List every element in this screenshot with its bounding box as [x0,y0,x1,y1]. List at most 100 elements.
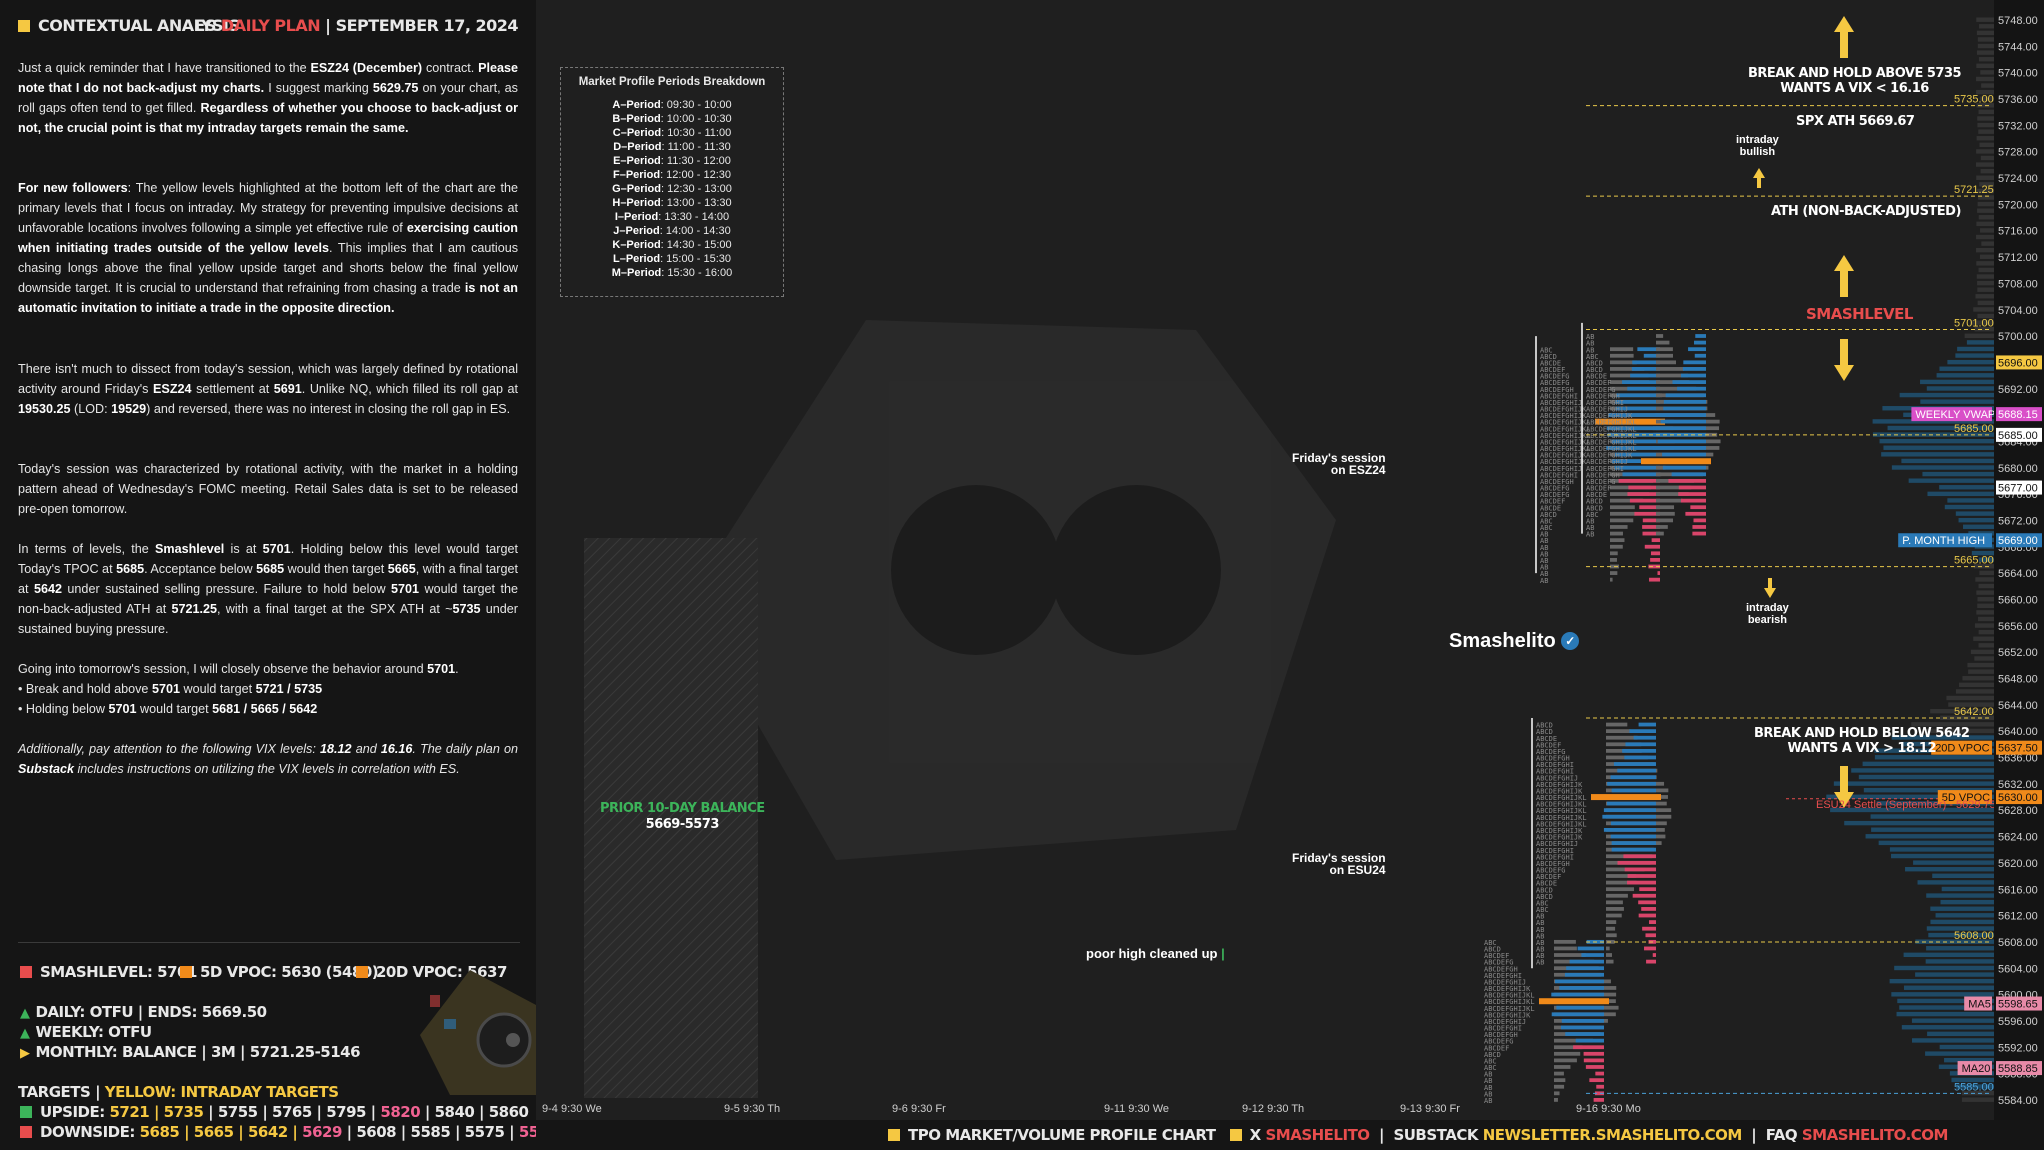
period-row: E–Period: 11:30 - 12:00 [613,155,731,167]
axis-tick-label: 5732.00 [1998,120,2038,132]
volume-bar [1645,933,1656,938]
volume-bar [1652,953,1656,957]
axis-tick-label: 5644.00 [1998,700,2038,712]
volume-bar [1976,274,1994,279]
tpo-letters: ABCDEFGH [1484,1031,1518,1039]
axis-price-tag [1996,407,2042,422]
tpo-letters: ABCDEFG [1484,959,1514,967]
volume-bar [1964,333,1994,338]
volume-bar [1624,867,1656,872]
volume-bar [1887,425,1994,431]
tpo-letters: ABCDE [1540,359,1561,367]
volume-bar [1891,853,1994,859]
volume-bar [1694,353,1706,358]
axis-price-tag [1996,533,2042,548]
volume-bar [1632,360,1660,365]
paragraph-vix: Additionally, pay attention to the follo… [18,742,519,776]
axis-tick-label: 5728.00 [1998,147,2038,159]
tpo-letters: ABCDEFGH [1536,755,1570,763]
tpo-letters: ABCDEF [1586,485,1611,493]
tpo-letters: ABCDEFGH [1536,860,1570,868]
volume-bar [1650,551,1660,556]
period-row: A–Period: 09:30 - 10:00 [612,99,732,111]
tpo-letters: ABCDEFGHIJKL [1586,432,1637,440]
volume-bar [1976,610,1994,615]
tpo-bar [1656,360,1676,365]
tpo-bar [1656,511,1675,516]
volume-bar [1978,616,1994,622]
tpo-bar [1610,571,1618,575]
volume-bar [1593,1098,1604,1102]
tpo-letters: ABCDEF [1536,873,1561,881]
tpo-letters: ABCDEFG [1536,867,1566,875]
volume-bar [1596,1084,1604,1089]
tpo-letters: ABC [1540,346,1553,354]
volume-bar [1974,656,1994,661]
tpo-bar [1554,1051,1581,1056]
volume-bar [1642,518,1660,523]
bullet-hold-below: • Holding below 5701 would target 5681 /… [18,702,318,716]
x-tick-label: 9-11 9:30 We [1104,1103,1169,1115]
volume-bar [1976,63,1994,68]
volume-bar [1883,445,1994,450]
x-tick-label: 9-4 9:30 We [542,1103,602,1115]
volume-bar [1871,827,1994,832]
substack-link[interactable]: NEWSLETTER.SMASHELITO.COM [1482,1126,1743,1144]
volume-bar [1976,234,1994,240]
volume-bar [1941,886,1994,892]
volume-bar [1976,149,1994,154]
tpo-letters: AB [1484,1077,1492,1085]
volume-profile-histogram [1826,17,1994,1102]
tpo-letters: AB [1540,564,1548,572]
tpo-letters: ABCDEFGHIJKL [1536,794,1587,802]
axis-tick-label: 5624.00 [1998,832,2038,844]
volume-bar [1606,801,1656,806]
volume-bar [1622,472,1660,477]
volume-bar [1977,313,1994,319]
tpo-letters: ABCDEFG [1540,373,1570,381]
volume-bar [1692,531,1706,536]
volume-bar [1638,722,1656,727]
volume-bar [1607,413,1660,417]
tpo-bar [1656,334,1664,338]
tpo-letters: ABCDE [1586,491,1607,499]
volume-bar [1932,873,1994,878]
volume-bar [1617,860,1656,865]
tpo-letters: ABCDEF [1484,952,1509,960]
tpo-letters: AB [1484,1084,1492,1092]
tpo-bar [1606,913,1622,918]
tpo-letters: ABCDEFGHI [1484,1025,1522,1033]
volume-bar [1911,722,1994,727]
volume-bar [1677,386,1706,391]
tpo-bar [1606,880,1637,885]
tpo-letters: ABCDEFGHIJK [1540,406,1587,414]
x-handle-link[interactable]: SMASHELITO [1265,1126,1370,1144]
volume-bar [1611,841,1656,845]
volume-bar [1638,913,1656,918]
volume-bar [1575,1038,1604,1043]
poc-marker [1591,794,1661,801]
tpo-bar [1610,498,1644,503]
level-tag-label: 20D VPOC [1935,743,1989,755]
axis-tick-label: 5648.00 [1998,674,2038,686]
poc-marker [1539,998,1609,1005]
volume-bar [1649,920,1656,924]
volume-bar [1979,182,1994,187]
level-tag [1931,740,1992,755]
green-square-icon [20,1106,32,1118]
tpo-bar [1610,525,1628,529]
tpo-letters: ABCD [1536,722,1553,730]
faq-link[interactable]: SMASHELITO.COM [1801,1126,1949,1144]
tpo-letters: ABCDE [1586,373,1607,381]
up-arrow-icon [1834,255,1854,297]
volume-bar [1967,662,1994,668]
volume-bar [1651,538,1660,543]
orange-square-icon [180,966,192,978]
tpo-letters: ABCDEF [1536,741,1561,749]
tpo-bar [1554,1078,1566,1083]
volume-bar [1939,485,1994,490]
level-tag [1937,790,1992,805]
tpo-bar [1606,907,1624,911]
volume-bar [1583,1051,1604,1056]
volume-bar [1891,992,1994,997]
